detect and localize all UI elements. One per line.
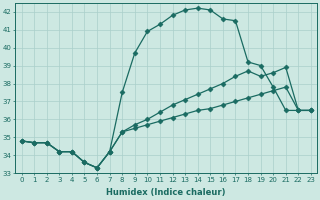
- X-axis label: Humidex (Indice chaleur): Humidex (Indice chaleur): [107, 188, 226, 197]
